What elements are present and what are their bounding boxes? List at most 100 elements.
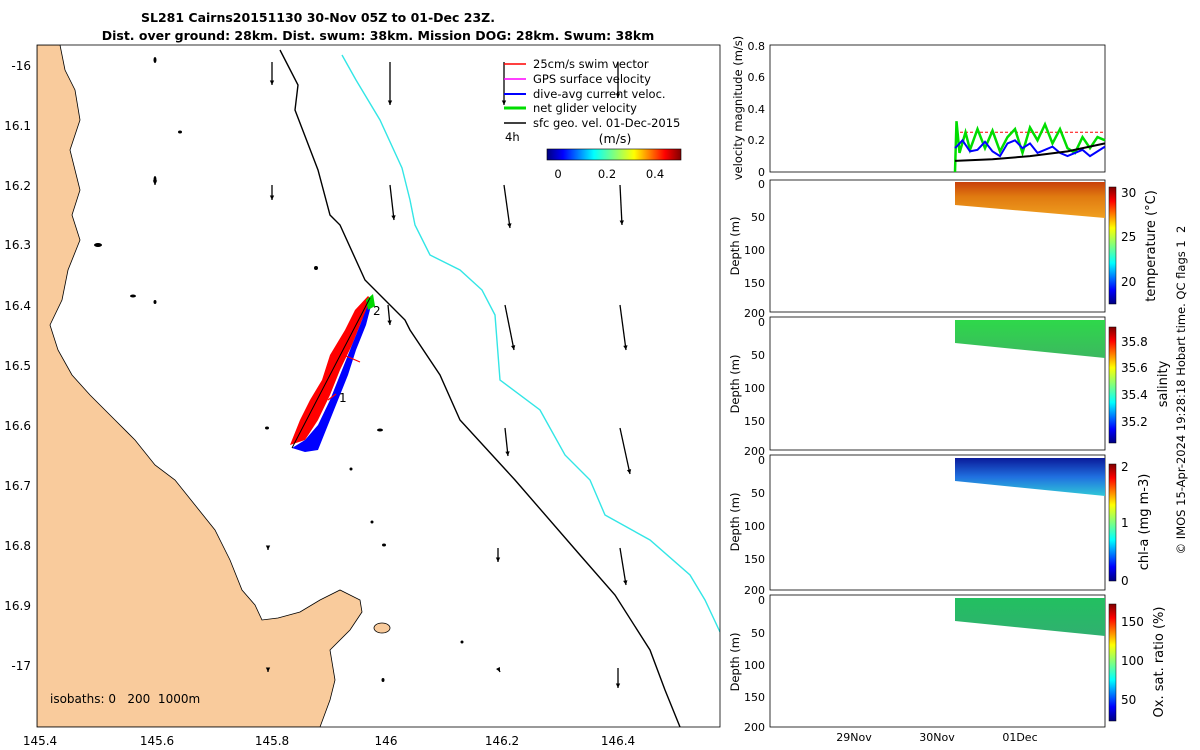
ox-ylabel: Depth (m)	[728, 633, 742, 692]
time-axis: 29Nov 30Nov 01Dec	[836, 731, 1037, 744]
ox-ctick: 50	[1121, 693, 1136, 707]
map-x-tick: 145.8	[255, 734, 289, 748]
chl-cticks: 0 1 2	[1121, 460, 1129, 588]
ox-y-axis: 0 50 100 150 200	[744, 594, 765, 734]
chl-y-tick: 100	[744, 520, 765, 533]
velocity-vector-head	[510, 345, 516, 350]
chl-ctick: 1	[1121, 516, 1129, 530]
legend-time-label: 4h	[505, 130, 520, 144]
chl-colorbar	[1108, 463, 1117, 582]
temp-cticks: 20 25 30	[1121, 186, 1136, 289]
velocity-vector	[619, 304, 627, 351]
map-y-tick: 16.2	[4, 179, 31, 193]
velocity-vector	[503, 184, 511, 229]
sal-y-tick: 50	[751, 349, 765, 362]
velocity-vector-head	[496, 667, 500, 672]
map-legend: 25cm/s swim vector GPS surface velocity …	[504, 57, 682, 181]
sal-section	[955, 320, 1105, 358]
ox-ctick: 100	[1121, 654, 1144, 668]
ox-cticks: 50 100 150	[1121, 615, 1144, 707]
vel-y-tick: 0.2	[748, 134, 766, 147]
velocity-vector-head	[623, 345, 628, 350]
vel-y-tick: 0.8	[748, 40, 766, 53]
legend-item-net: net glider velocity	[533, 101, 637, 115]
time-tick: 29Nov	[836, 731, 872, 744]
chl-y-axis: 0 50 100 150 200	[744, 454, 765, 597]
temp-colorbar	[1108, 186, 1117, 305]
sal-ctick: 35.2	[1121, 415, 1148, 429]
map-y-tick: 16.6	[4, 419, 31, 433]
velocity-vector-head	[265, 545, 271, 550]
velocity-frame	[769, 44, 1106, 173]
isobath-200	[279, 49, 681, 727]
colorbar-unit: (m/s)	[599, 131, 632, 146]
velocity-series-line	[953, 121, 1106, 173]
ox-ctick: 150	[1121, 615, 1144, 629]
island	[373, 622, 391, 634]
temp-ctick: 20	[1121, 275, 1136, 289]
map-frame	[36, 44, 721, 728]
ox-y-tick: 0	[758, 594, 765, 607]
velocity-vector-head	[269, 80, 275, 85]
sal-colorbar	[1108, 326, 1117, 444]
velocity-vector-head	[619, 220, 624, 225]
velocity-vector-head	[152, 180, 158, 185]
temp-clabel: temperature (°C)	[1144, 190, 1159, 302]
velocity-vector-head	[269, 195, 275, 200]
map-y-tick: 16.5	[4, 359, 31, 373]
velocity-vector	[619, 427, 631, 475]
temp-y-tick: 0	[758, 178, 765, 191]
track-line	[291, 297, 371, 449]
ox-colorbar	[1108, 603, 1117, 722]
chl-clabel: chl-a (mg m-3)	[1137, 474, 1152, 571]
velocity-vector	[504, 304, 515, 351]
velocity-vector	[619, 547, 627, 586]
velocity-vector	[504, 427, 509, 457]
ox-y-tick: 50	[751, 627, 765, 640]
map-y-tick: 16.8	[4, 539, 31, 553]
map-panel: 1 2 145.4 145.6 145.8 146 146.2 146.4 -1…	[4, 44, 721, 748]
legend-item-sfc: sfc geo. vel. 01-Dec-2015	[533, 116, 680, 130]
ox-section	[955, 598, 1105, 636]
map-y-tick: -17	[11, 659, 31, 673]
temp-ctick: 30	[1121, 186, 1136, 200]
sal-y-axis: 0 50 100 150 200	[744, 316, 765, 458]
velocity-vector-head	[507, 223, 512, 228]
map-x-tick: 146.2	[485, 734, 519, 748]
velocity-series-line	[954, 142, 1106, 162]
ox-y-tick: 100	[744, 659, 765, 672]
velocity-series-line	[954, 138, 1106, 158]
map-x-tick: 145.4	[23, 734, 57, 748]
title-line1: SL281 Cairns20151130 30-Nov 05Z to 01-De…	[141, 10, 495, 25]
velocity-colorbar	[546, 148, 682, 161]
marker-2: 2	[373, 304, 381, 318]
temp-ctick: 25	[1121, 230, 1136, 244]
chl-ylabel: Depth (m)	[728, 493, 742, 552]
velocity-vector-head	[615, 93, 621, 98]
velocity-vectors	[152, 62, 632, 688]
footer-credit: © IMOS 15-Apr-2024 19:28:18 Hobart time.…	[1174, 226, 1188, 555]
chl-panel: 0 50 100 150 200 Depth (m) 0 1 2 chl-a (…	[728, 454, 1152, 597]
chl-y-tick: 0	[758, 454, 765, 467]
colorbar-tick: 0.4	[646, 167, 664, 181]
map-y-tick: 16.1	[4, 119, 31, 133]
sal-ctick: 35.6	[1121, 361, 1148, 375]
sal-frame	[769, 316, 1106, 451]
velocity-vector-head	[265, 667, 271, 672]
sal-ctick: 35.4	[1121, 388, 1148, 402]
vel-y-tick: 0.4	[748, 103, 766, 116]
temp-section	[955, 182, 1105, 218]
map-x-tick: 146	[375, 734, 398, 748]
isobaths-label: isobaths: 0 200 1000m	[50, 692, 200, 706]
velocity-vector-head	[495, 557, 501, 562]
isobath-1000	[341, 54, 720, 633]
title-line2: Dist. over ground: 28km. Dist. swum: 38k…	[102, 28, 655, 43]
oxygen-panel: 0 50 100 150 200 Depth (m) 50 100 150 Ox…	[728, 594, 1167, 734]
map-y-tick: -16	[11, 59, 31, 73]
chl-section	[955, 458, 1105, 496]
legend-item-dive: dive-avg current veloc.	[533, 87, 666, 101]
ox-y-tick: 200	[744, 721, 765, 734]
map-y-tick: 16.9	[4, 599, 31, 613]
temp-y-tick: 200	[744, 307, 765, 320]
